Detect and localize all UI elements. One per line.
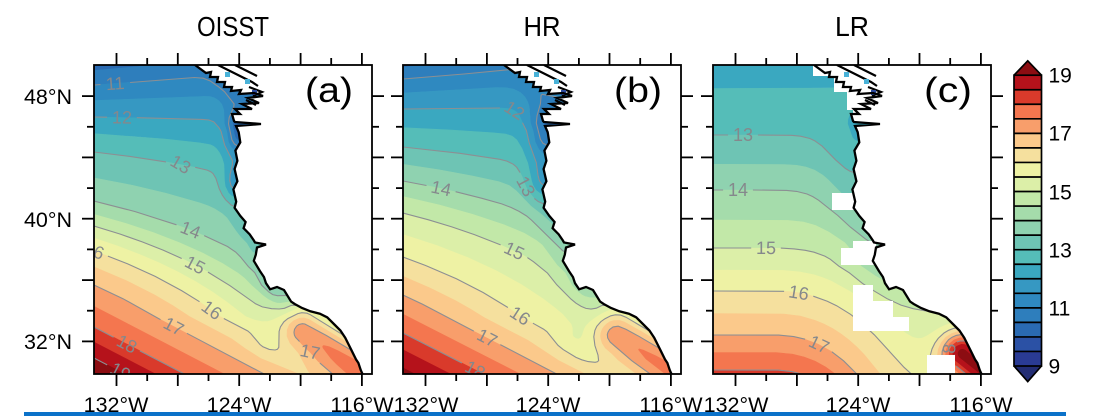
svg-text:116°W: 116°W xyxy=(639,393,703,416)
svg-text:17: 17 xyxy=(298,340,322,364)
svg-text:14: 14 xyxy=(728,180,748,200)
svg-text:32°N: 32°N xyxy=(24,330,72,354)
svg-text:13: 13 xyxy=(733,125,753,145)
svg-text:(c): (c) xyxy=(924,71,972,110)
svg-text:132°W: 132°W xyxy=(84,393,149,416)
svg-text:124°W: 124°W xyxy=(516,393,581,416)
svg-text:48°N: 48°N xyxy=(24,85,72,109)
svg-text:17: 17 xyxy=(1049,123,1072,146)
svg-text:(a): (a) xyxy=(305,71,353,110)
svg-text:15: 15 xyxy=(1049,182,1072,205)
svg-text:11: 11 xyxy=(105,73,125,94)
svg-text:OISST: OISST xyxy=(197,11,269,42)
svg-text:LR: LR xyxy=(835,11,869,42)
svg-text:116°W: 116°W xyxy=(949,393,1013,416)
svg-text:19: 19 xyxy=(1049,65,1072,88)
svg-text:11: 11 xyxy=(1049,298,1071,321)
svg-text:40°N: 40°N xyxy=(24,208,72,232)
svg-text:116°W: 116°W xyxy=(330,393,394,416)
svg-text:15: 15 xyxy=(756,238,776,258)
svg-text:12: 12 xyxy=(112,107,132,127)
svg-text:HR: HR xyxy=(524,11,561,42)
svg-text:(b): (b) xyxy=(614,71,662,110)
svg-text:132°W: 132°W xyxy=(394,393,459,416)
svg-text:13: 13 xyxy=(1049,240,1072,263)
svg-text:9: 9 xyxy=(1049,356,1061,379)
svg-text:124°W: 124°W xyxy=(826,393,891,416)
svg-text:16: 16 xyxy=(787,281,810,304)
svg-text:132°W: 132°W xyxy=(704,393,769,416)
svg-text:124°W: 124°W xyxy=(207,393,272,416)
svg-text:14: 14 xyxy=(429,177,453,201)
